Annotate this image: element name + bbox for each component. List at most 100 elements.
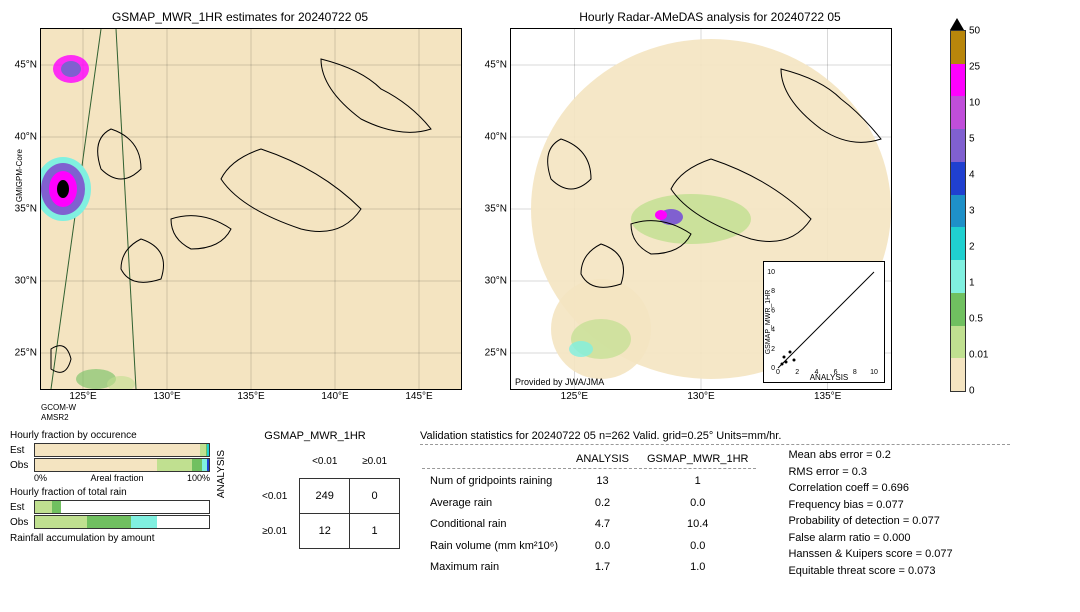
colorbar-segment — [951, 260, 965, 293]
x-tick: 125°E — [69, 391, 96, 402]
metric-line: Mean abs error = 0.2 — [788, 447, 952, 464]
frac-segment — [35, 459, 157, 471]
frac-segment — [157, 516, 209, 528]
y-tick: 45°N — [485, 60, 507, 71]
bottom-section: Hourly fraction by occurence EstObs 0% A… — [10, 430, 1010, 579]
svg-text:2: 2 — [795, 369, 799, 376]
colorbar-segment — [951, 358, 965, 391]
frac-bar — [34, 458, 210, 472]
svg-text:10: 10 — [767, 269, 775, 276]
stats-cell: Maximum rain — [422, 557, 566, 577]
colorbar-segment — [951, 64, 965, 97]
cont-cell-01: 0 — [350, 479, 400, 514]
metric-line: False alarm ratio = 0.000 — [788, 530, 952, 547]
svg-text:10: 10 — [870, 369, 878, 376]
frac-segment — [192, 459, 202, 471]
stats-cell: 1.7 — [568, 557, 637, 577]
right-map: Provided by JWA/JMA 00224466881010 ANALY… — [510, 28, 892, 390]
colorbar-segment — [951, 293, 965, 326]
x-tick: 125°E — [561, 391, 588, 402]
stats-col-header: ANALYSIS — [568, 449, 637, 469]
metric-line: Frequency bias = 0.077 — [788, 497, 952, 514]
x-tick: 135°E — [237, 391, 264, 402]
cont-col-1: ≥0.01 — [350, 444, 400, 479]
colorbar-segment — [951, 96, 965, 129]
colorbar-arrow-top — [950, 18, 964, 30]
frac-axis-left: 0% — [34, 473, 47, 483]
colorbar-segment — [951, 31, 965, 64]
y-tick: 30°N — [15, 276, 37, 287]
bottom-label: AMSR2 — [41, 413, 69, 422]
frac-segment — [87, 516, 131, 528]
colorbar-segment — [951, 195, 965, 228]
cont-cell-00: 249 — [300, 479, 350, 514]
attribution: Provided by JWA/JMA — [515, 377, 604, 387]
cont-row-0: <0.01 — [250, 479, 300, 514]
x-tick: 130°E — [687, 391, 714, 402]
y-tick: 35°N — [485, 204, 507, 215]
colorbar-label: 2 — [969, 242, 975, 253]
x-tick: 135°E — [814, 391, 841, 402]
stats-cell: 10.4 — [639, 514, 756, 534]
stats-cell: 4.7 — [568, 514, 637, 534]
frac-segment — [35, 516, 87, 528]
colorbar-label: 3 — [969, 206, 975, 217]
stats-table: ANALYSISGSMAP_MWR_1HRNum of gridpoints r… — [420, 447, 758, 579]
frac-segment — [157, 459, 192, 471]
colorbar-segment — [951, 227, 965, 260]
frac-segment — [207, 444, 209, 456]
left-map-panel: GSMAP_MWR_1HR estimates for 20240722 05 — [10, 10, 470, 410]
frac-title-2: Hourly fraction of total rain — [10, 487, 210, 498]
scatter-ylabel: GSMAP_MWR_1HR — [765, 290, 772, 355]
frac-bar — [34, 443, 210, 457]
side-label: GMI — [15, 187, 24, 202]
frac-row-label: Obs — [10, 517, 34, 528]
x-tick: 130°E — [153, 391, 180, 402]
contingency-title: GSMAP_MWR_1HR — [230, 430, 400, 442]
colorbar-label: 4 — [969, 170, 975, 181]
inset-scatter: 00224466881010 ANALYSIS GSMAP_MWR_1HR — [763, 261, 885, 383]
right-map-title: Hourly Radar-AMeDAS analysis for 2024072… — [480, 10, 940, 24]
stats-col-header: GSMAP_MWR_1HR — [639, 449, 756, 469]
frac-title-1: Hourly fraction by occurence — [10, 430, 210, 441]
stats-col-header — [422, 449, 566, 469]
frac-bar — [34, 500, 210, 514]
frac-title-3: Rainfall accumulation by amount — [10, 533, 210, 544]
metric-line: Equitable threat score = 0.073 — [788, 563, 952, 580]
stats-cell: 1 — [639, 471, 756, 491]
frac-row-label: Obs — [10, 460, 34, 471]
colorbar-label: 25 — [969, 62, 980, 73]
colorbar-segment — [951, 129, 965, 162]
contingency-panel: GSMAP_MWR_1HR ANALYSIS <0.01≥0.01 <0.01 … — [230, 430, 400, 579]
frac-segment — [207, 459, 209, 471]
metric-line: Probability of detection = 0.077 — [788, 513, 952, 530]
cont-col-0: <0.01 — [300, 444, 350, 479]
y-tick: 25°N — [485, 348, 507, 359]
stats-cell: 13 — [568, 471, 637, 491]
x-tick: 145°E — [405, 391, 432, 402]
y-tick: 35°N — [15, 204, 37, 215]
side-label: GPM-Core — [15, 149, 24, 187]
stats-panel: Validation statistics for 20240722 05 n=… — [420, 430, 1010, 579]
colorbar-segment — [951, 162, 965, 195]
frac-axis-right: 100% — [187, 473, 210, 483]
y-tick: 45°N — [15, 60, 37, 71]
colorbar-label: 0.5 — [969, 314, 983, 325]
cont-row-1: ≥0.01 — [250, 514, 300, 549]
colorbar-label: 50 — [969, 26, 980, 37]
scatter-xlabel: ANALYSIS — [810, 373, 849, 382]
stats-cell: 1.0 — [639, 557, 756, 577]
y-tick: 40°N — [15, 132, 37, 143]
metric-line: Hanssen & Kuipers score = 0.077 — [788, 546, 952, 563]
stats-cell: 0.0 — [568, 536, 637, 556]
stats-cell: Rain volume (mm km²10⁶) — [422, 536, 566, 556]
stats-cell: Conditional rain — [422, 514, 566, 534]
cont-cell-10: 12 — [300, 514, 350, 549]
metric-line: Correlation coeff = 0.696 — [788, 480, 952, 497]
frac-segment — [35, 444, 200, 456]
frac-segment — [35, 501, 52, 513]
svg-text:0: 0 — [776, 369, 780, 376]
svg-text:8: 8 — [853, 369, 857, 376]
stats-cell: 0.2 — [568, 493, 637, 513]
stats-cell: 0.0 — [639, 536, 756, 556]
